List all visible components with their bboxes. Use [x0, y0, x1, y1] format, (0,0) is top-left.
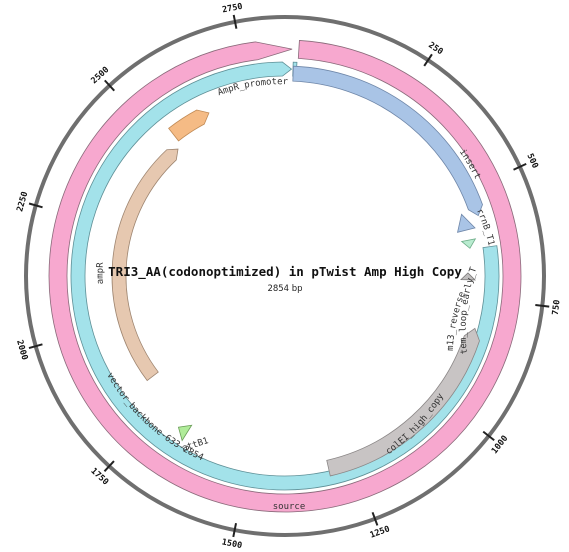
- tick-mark-2250: [28, 202, 43, 209]
- svg-text:rrnB_T1: rrnB_T1: [474, 207, 496, 246]
- tick-mark-250: [423, 53, 433, 67]
- feature-vector-backbone[interactable]: [70, 61, 500, 491]
- label-source: source: [273, 502, 306, 512]
- tick-label-1500: 1500: [221, 537, 243, 551]
- tick-mark-2750: [232, 14, 238, 29]
- scale-ticks: 2505007501000125015001750200022502500275…: [14, 2, 562, 551]
- tick-mark-500: [513, 162, 527, 171]
- tick-mark-1500: [232, 522, 238, 538]
- tick-label-750: 750: [551, 299, 563, 315]
- tick-mark-1000: [482, 430, 495, 442]
- feature-m13-reverse[interactable]: [459, 272, 476, 281]
- feature-ampR-promoter[interactable]: [168, 109, 210, 142]
- label-ampR: ampR: [96, 262, 106, 285]
- feature-source[interactable]: [48, 40, 522, 513]
- tick-mark-1250: [371, 511, 379, 526]
- plasmid-length: 2854 bp: [267, 284, 302, 294]
- feature-insert[interactable]: [292, 65, 483, 217]
- tick-mark-750: [535, 303, 550, 308]
- feature-stem-loop-early-t7[interactable]: [460, 238, 477, 249]
- tick-label-1000: 1000: [490, 434, 511, 456]
- svg-text:ampR: ampR: [96, 262, 106, 285]
- tick-label-2000: 2000: [14, 339, 29, 361]
- tick-label-500: 500: [524, 152, 540, 170]
- label-rrnB-T1: rrnB_T1: [474, 207, 496, 246]
- tick-label-2750: 2750: [221, 2, 243, 16]
- plasmid-title: TRI3_AA(codonoptimized) in pTwist Amp Hi…: [108, 264, 462, 280]
- feature-colE1[interactable]: [326, 327, 480, 477]
- tick-label-2250: 2250: [15, 191, 30, 213]
- feature-rrnB-T1[interactable]: [457, 213, 476, 233]
- feature-layer: [48, 40, 522, 513]
- outer-scale-ring: [24, 15, 546, 537]
- feature-ampR[interactable]: [111, 148, 179, 382]
- tick-mark-2000: [28, 343, 43, 350]
- tick-mark-1750: [103, 460, 115, 473]
- tick-label-250: 250: [426, 40, 444, 57]
- tick-mark-2500: [104, 79, 115, 92]
- tick-label-1250: 1250: [369, 524, 392, 540]
- feature-attB1[interactable]: [177, 424, 193, 442]
